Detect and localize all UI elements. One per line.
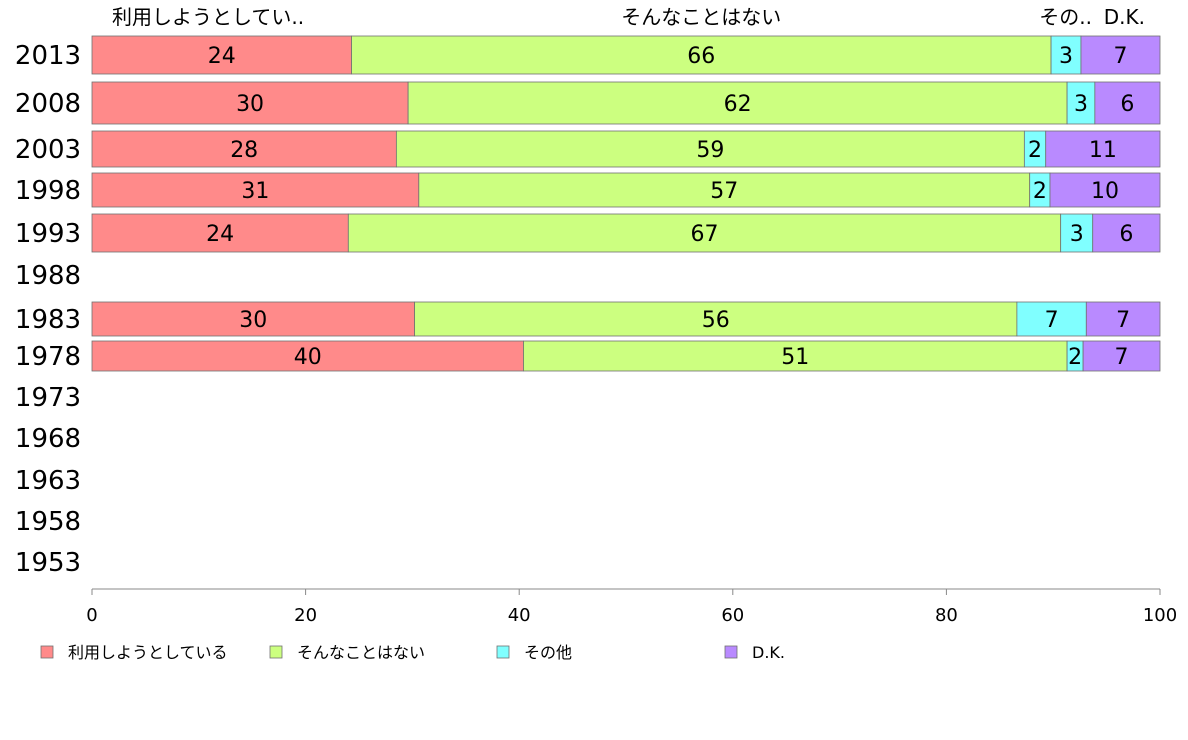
bar-segment [1094, 81, 1161, 125]
bar-segment [1045, 130, 1161, 168]
legend: 利用しようとしている そんなことはない その他 D.K. [40, 643, 785, 662]
y-tick-label: 1953 [15, 548, 81, 578]
bar-value-label: 3 [1074, 92, 1088, 117]
y-tick-label: 2013 [15, 41, 81, 71]
bar-segment [91, 172, 420, 208]
y-tick-label: 1988 [15, 261, 81, 291]
bar-segment [1080, 35, 1161, 75]
bar-value-label: 2 [1028, 138, 1042, 163]
bar-value-label: 2 [1033, 179, 1047, 204]
legend-label: D.K. [752, 643, 785, 662]
bar-value-label: 10 [1091, 179, 1119, 204]
bar-value-label: 11 [1089, 138, 1117, 163]
bar-value-label: 59 [696, 138, 724, 163]
bar-segment [91, 81, 409, 125]
y-tick-label: 1963 [15, 466, 81, 496]
x-tick-label: 40 [508, 605, 531, 626]
bar-value-label: 62 [724, 92, 752, 117]
y-tick-label: 2003 [15, 135, 81, 165]
legend-swatch [496, 645, 510, 659]
bar-segment [1082, 340, 1161, 372]
bar-value-label: 24 [206, 222, 234, 247]
bar-value-label: 31 [241, 179, 269, 204]
bar-value-label: 40 [294, 345, 322, 370]
y-tick-label: 1993 [15, 219, 81, 249]
bar-value-label: 28 [230, 138, 258, 163]
series-header-label: 利用しようとしてい.. [112, 5, 304, 29]
legend-label: その他 [524, 643, 572, 662]
y-tick-label: 1998 [15, 176, 81, 206]
bar-segment [395, 130, 1025, 168]
y-tick-label: 1978 [15, 342, 81, 372]
legend-swatch [724, 645, 738, 659]
x-axis: 0 20 40 60 80 100 [86, 588, 1177, 626]
bar-segment [1085, 301, 1161, 337]
bar-segment [1049, 172, 1161, 208]
bar-value-label: 7 [1113, 44, 1127, 69]
series-header-label: その.. [1039, 5, 1092, 29]
bar-value-label: 30 [239, 308, 267, 333]
bar-segment [91, 130, 397, 168]
bar-value-label: 3 [1070, 222, 1084, 247]
bar-value-label: 2 [1068, 345, 1082, 370]
y-tick-label: 1968 [15, 424, 81, 454]
bar-value-label: 6 [1120, 92, 1134, 117]
legend-label: そんなことはない [297, 643, 425, 662]
bar-value-label: 24 [208, 44, 236, 69]
x-tick-label: 60 [721, 605, 744, 626]
bar-value-label: 66 [687, 44, 715, 69]
y-tick-label: 1983 [15, 305, 81, 335]
legend-swatch [269, 645, 283, 659]
bar-value-label: 56 [702, 308, 730, 333]
bar-value-label: 7 [1045, 308, 1059, 333]
y-tick-label: 1973 [15, 383, 81, 413]
x-tick-label: 0 [86, 605, 97, 626]
legend-swatch [40, 645, 54, 659]
bar-segment [1066, 81, 1096, 125]
x-tick-label: 100 [1143, 605, 1177, 626]
bar-segment [1016, 301, 1087, 337]
series-header-label: D.K. [1104, 5, 1145, 29]
x-tick-label: 20 [294, 605, 317, 626]
bar-value-label: 57 [710, 179, 738, 204]
legend-label: 利用しようとしている [68, 643, 228, 662]
y-tick-label: 1958 [15, 507, 81, 537]
bar-segment [1092, 213, 1161, 253]
bar-segment [418, 172, 1031, 208]
y-axis-category-labels: 2013 2008 2003 1998 1993 1988 1983 1978 1973 1968… [15, 41, 81, 578]
bar-segment [407, 81, 1068, 125]
x-tick-label: 80 [935, 605, 958, 626]
bar-value-label: 30 [236, 92, 264, 117]
bar-segment [1060, 213, 1094, 253]
bar-value-label: 51 [781, 345, 809, 370]
bar-segment [523, 340, 1068, 372]
bar-value-label: 3 [1059, 44, 1073, 69]
series-header-labels: 利用しようとしてい.. そんなことはない その.. D.K. [112, 5, 1145, 29]
bar-value-label: 7 [1116, 308, 1130, 333]
y-tick-label: 2008 [15, 89, 81, 119]
bar-segment [1050, 35, 1082, 75]
bar-value-label: 67 [690, 222, 718, 247]
bar-value-label: 6 [1119, 222, 1133, 247]
bar-segment [91, 35, 352, 75]
series-header-label: そんなことはない [621, 5, 781, 29]
bar-segment [91, 340, 524, 372]
bar-segment [351, 35, 1052, 75]
bar-value-label: 7 [1115, 345, 1129, 370]
